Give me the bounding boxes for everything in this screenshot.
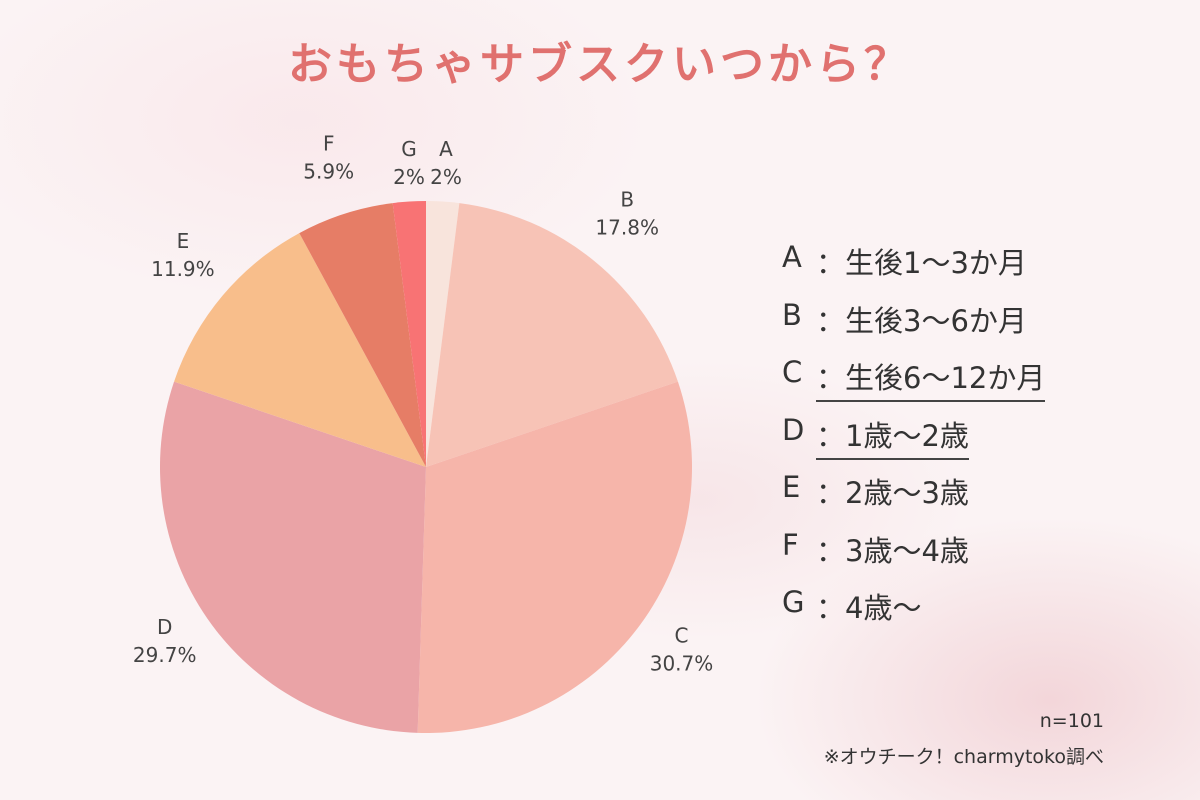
pie-slice-e	[174, 233, 426, 467]
slice-value-a: 2%	[430, 165, 462, 189]
legend-key: C	[782, 355, 803, 389]
slice-value-d: 29.7%	[133, 643, 197, 667]
legend-key: A	[782, 240, 802, 274]
legend-key: E	[782, 470, 801, 504]
slice-label-c: C	[675, 623, 689, 647]
legend-text: ：4歳～	[816, 591, 922, 625]
legend-key: B	[782, 297, 802, 332]
slice-label-f: F	[323, 131, 335, 155]
slice-label-b: B	[620, 188, 634, 212]
chart-title: おもちゃサブスクいつから？	[288, 39, 912, 90]
legend: A ：生後1～3か月 B ：生後3～6か月 C ：生後6～12か月 D ：1歳～2歳 E…	[782, 240, 1122, 643]
legend-text: ：1歳～2歳	[816, 413, 969, 460]
slice-label-g: G	[401, 137, 417, 161]
pie-slice-a	[426, 201, 460, 467]
legend-item-g: G ：4歳～	[782, 585, 1122, 643]
legend-item-e: E ：2歳～3歳	[782, 470, 1122, 528]
pie-slice-d	[159, 381, 426, 733]
pie-slice-b	[426, 203, 678, 467]
legend-item-c: C ：生後6～12か月	[782, 355, 1122, 413]
slice-value-b: 17.8%	[595, 216, 659, 240]
legend-text: ：3歳～4歳	[816, 533, 969, 568]
sample-size: n=101	[1039, 710, 1104, 732]
slice-value-f: 5.9%	[303, 159, 354, 183]
legend-item-f: F ：3歳～4歳	[782, 528, 1122, 586]
pie-chart: A 2% B 17.8% C 30.7% D 29.7% E 11.9% F 5.9% G 2%	[133, 131, 714, 734]
slice-label-a: A	[439, 137, 453, 161]
legend-text: ：生後3～6か月	[816, 303, 1027, 338]
legend-item-a: A ：生後1～3か月	[782, 240, 1122, 298]
legend-item-b: B ：生後3～6か月	[782, 298, 1122, 356]
legend-key: F	[782, 527, 799, 562]
slice-label-d: D	[157, 615, 172, 639]
pie-slice-f	[299, 203, 426, 467]
slice-value-c: 30.7%	[650, 651, 714, 675]
pie-slice-c	[417, 381, 693, 734]
legend-key: G	[782, 585, 805, 619]
legend-text: ：生後1～3か月	[816, 246, 1027, 280]
source-note: ※オウチーク！charmytoko調べ	[823, 746, 1104, 768]
slice-value-e: 11.9%	[151, 257, 215, 281]
slice-value-g: 2%	[393, 165, 425, 189]
legend-item-d: D ：1歳～2歳	[782, 413, 1122, 471]
pie-slice-g	[392, 201, 426, 467]
legend-text: ：2歳～3歳	[816, 476, 969, 510]
legend-key: D	[782, 412, 805, 447]
slice-label-e: E	[177, 229, 190, 253]
legend-text: ：生後6～12か月	[816, 355, 1046, 402]
